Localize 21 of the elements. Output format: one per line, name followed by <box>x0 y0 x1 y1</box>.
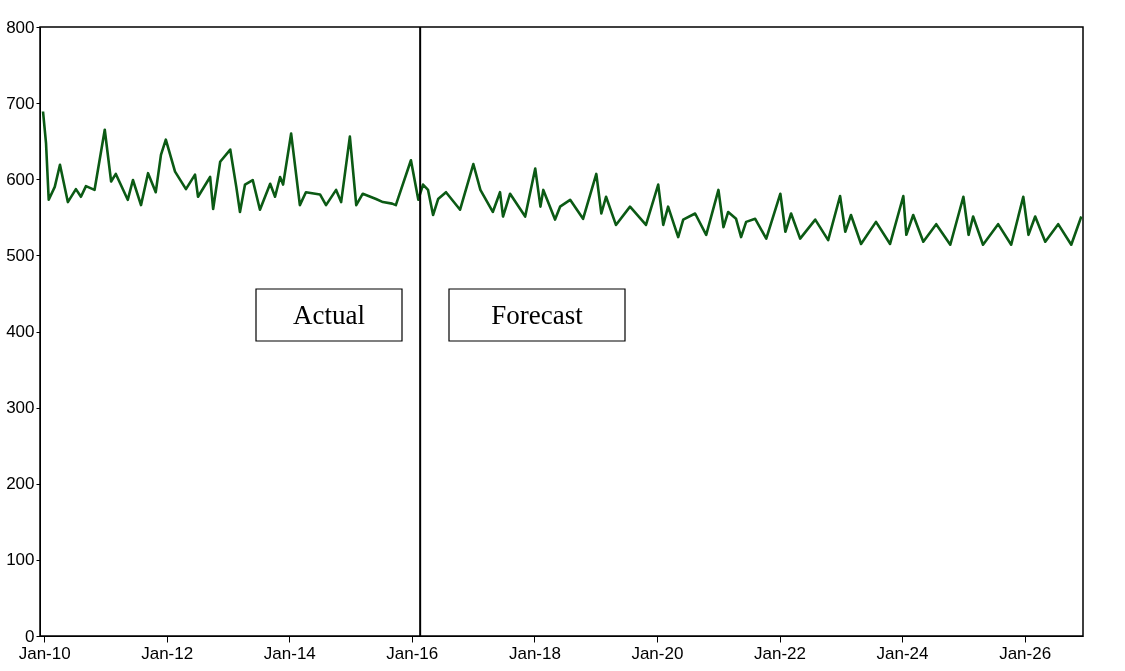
y-tick-label: 700 <box>6 93 35 113</box>
y-tick-label: 400 <box>6 322 35 341</box>
line-series <box>41 110 1083 247</box>
x-tick-label: Jan-26 <box>999 643 1052 663</box>
y-tick-label: 0 <box>25 626 35 646</box>
x-tick-label: Jan-22 <box>754 643 806 663</box>
y-tick-label: 500 <box>6 245 35 265</box>
annotation: Forecast <box>491 300 584 330</box>
x-tick-label: Jan-16 <box>386 643 439 663</box>
x-tick-label: Jan-14 <box>263 643 316 663</box>
y-tick-label: 800 <box>6 17 35 37</box>
x-tick-label: Jan-18 <box>508 643 561 663</box>
y-tick-label: 200 <box>6 474 35 494</box>
annotation: Actual <box>293 300 365 330</box>
x-tick-label: Jan-24 <box>876 643 929 663</box>
x-tick-label: Jan-10 <box>18 643 71 663</box>
x-tick-label: Jan-20 <box>631 643 684 663</box>
y-tick-label: 600 <box>6 169 35 189</box>
y-tick-label: 100 <box>6 550 35 570</box>
y-tick-label: 300 <box>6 398 35 418</box>
x-tick-label: Jan-12 <box>141 643 194 663</box>
